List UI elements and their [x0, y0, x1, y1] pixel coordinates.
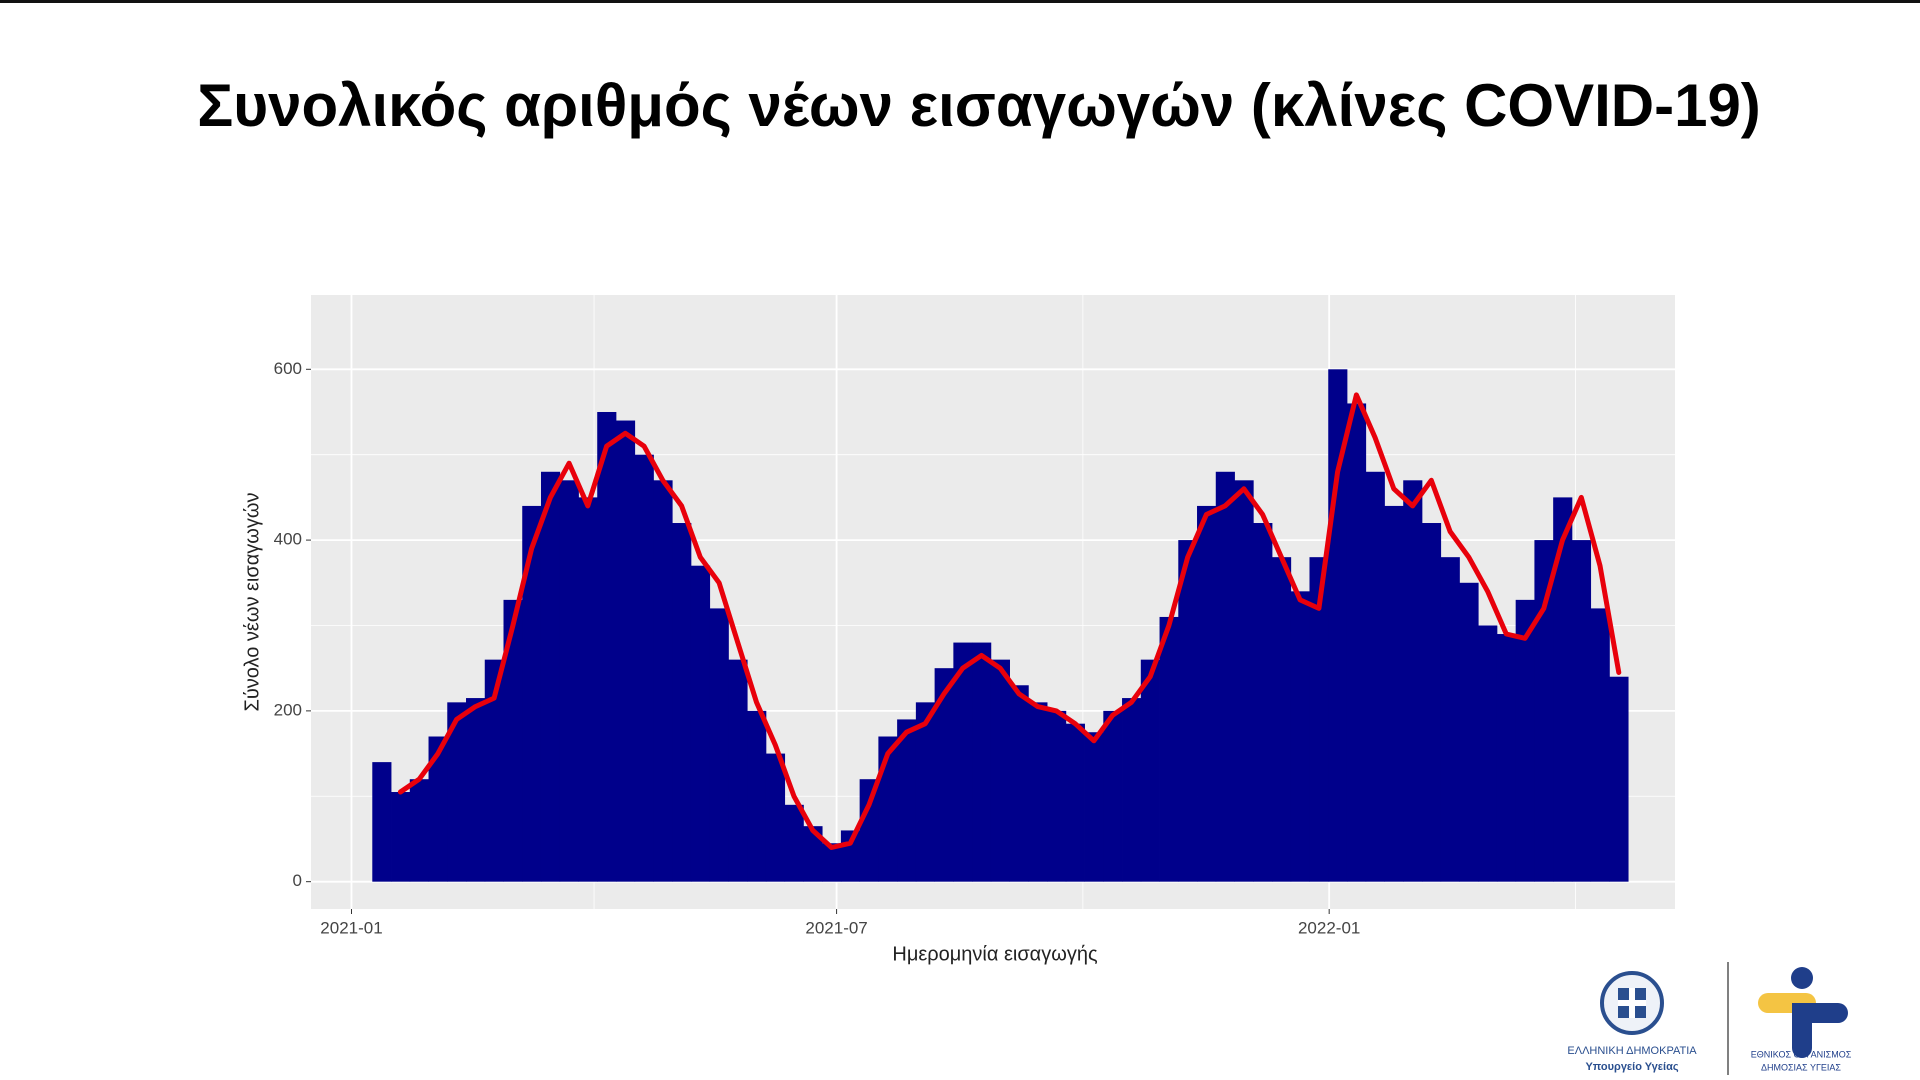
- bar: [1440, 557, 1460, 882]
- bar: [1234, 480, 1254, 882]
- bar: [1103, 710, 1123, 882]
- bar: [540, 471, 561, 882]
- axes: 0 200 400 600 2021-01 2021-07 2022-01: [274, 359, 1361, 938]
- logo-eody: ΕΘΝΙΚΟΣ ΟΡΓΑΝΙΣΜΟΣ ΔΗΜΟΣΙΑΣ ΥΓΕΙΑΣ: [1751, 967, 1852, 1072]
- bar: [1178, 540, 1198, 882]
- bar: [1215, 471, 1235, 882]
- bar: [615, 420, 636, 882]
- bar: [1159, 616, 1179, 882]
- bar: [409, 779, 429, 882]
- bar: [915, 702, 936, 882]
- bar: [897, 719, 917, 882]
- bar: [1140, 659, 1160, 882]
- bar: [1515, 599, 1535, 882]
- bar: [447, 702, 467, 882]
- bar: [1403, 480, 1423, 882]
- x-tick-label: 2022-01: [1298, 918, 1360, 937]
- bar: [503, 599, 523, 882]
- bar: [690, 565, 711, 882]
- logo-text: ΕΛΛΗΝΙΚΗ ΔΗΜΟΚΡΑΤΙΑ: [1567, 1045, 1697, 1057]
- bar: [1272, 557, 1292, 882]
- bar: [859, 779, 879, 882]
- bar: [1384, 505, 1404, 882]
- chart-title: Συνολικός αριθμός νέων εισαγωγών (κλίνες…: [197, 72, 1761, 139]
- bar: [990, 659, 1010, 882]
- bar: [372, 762, 392, 882]
- bar: [1290, 591, 1310, 882]
- bar: [822, 843, 842, 882]
- bar: [391, 792, 411, 882]
- bar: [672, 523, 692, 882]
- bar: [1047, 710, 1067, 882]
- marks: [372, 369, 1629, 882]
- bar: [466, 698, 486, 882]
- bar: [784, 804, 804, 882]
- bar: [728, 659, 748, 882]
- bar: [1496, 634, 1517, 882]
- bar: [1084, 732, 1104, 882]
- logo-text: ΔΗΜΟΣΙΑΣ ΥΓΕΙΑΣ: [1761, 1062, 1841, 1072]
- bar: [803, 826, 823, 882]
- bar: [1421, 523, 1442, 882]
- bar: [1478, 625, 1498, 882]
- logo-shape: [1792, 1003, 1848, 1058]
- bar: [747, 710, 767, 882]
- y-tick-label: 200: [274, 700, 302, 719]
- bar: [953, 642, 973, 882]
- y-tick-label: 600: [274, 359, 302, 378]
- bar: [934, 668, 954, 882]
- bar: [1009, 685, 1029, 882]
- bar: [522, 505, 542, 882]
- y-tick-label: 0: [293, 871, 302, 890]
- bar: [1065, 723, 1085, 882]
- bar: [634, 454, 654, 882]
- bar: [709, 608, 729, 882]
- moving-average-line: [397, 392, 1622, 850]
- bar: [428, 736, 448, 882]
- x-tick-label: 2021-01: [320, 918, 382, 937]
- bar: [1028, 702, 1048, 882]
- emblem-cross: [1618, 1000, 1646, 1006]
- bar: [1459, 582, 1479, 882]
- bar: [559, 480, 579, 882]
- bar: [1122, 698, 1142, 882]
- y-axis-label: Σύνολο νέων εισαγωγών: [241, 492, 263, 711]
- logo-text: Υπουργείο Υγείας: [1585, 1061, 1678, 1073]
- y-tick-label: 400: [274, 530, 302, 549]
- bar: [1609, 676, 1629, 882]
- x-tick-label: 2021-07: [805, 918, 867, 937]
- logo-greece: ΕΛΛΗΝΙΚΗ ΔΗΜΟΚΡΑΤΙΑ Υπουργείο Υγείας: [1567, 971, 1697, 1073]
- top-border: [0, 0, 1920, 3]
- bar: [484, 659, 504, 882]
- bar: [653, 480, 673, 882]
- logo-dot: [1791, 967, 1813, 989]
- bar: [972, 642, 992, 882]
- bar: [765, 753, 786, 882]
- bar: [578, 497, 598, 882]
- bar: [1346, 403, 1367, 882]
- bar: [1553, 497, 1573, 882]
- bar: [1590, 608, 1610, 882]
- bar: [1534, 540, 1554, 882]
- bar: [1197, 505, 1217, 882]
- bar: [1571, 540, 1592, 882]
- bar: [1309, 557, 1329, 882]
- x-axis-label: Ημερομηνία εισαγωγής: [892, 943, 1098, 965]
- logo-text: ΕΘΝΙΚΟΣ ΟΡΓΑΝΙΣΜΟΣ: [1751, 1049, 1852, 1059]
- bar: [597, 411, 617, 882]
- bar: [1365, 471, 1385, 882]
- bar: [1253, 523, 1273, 882]
